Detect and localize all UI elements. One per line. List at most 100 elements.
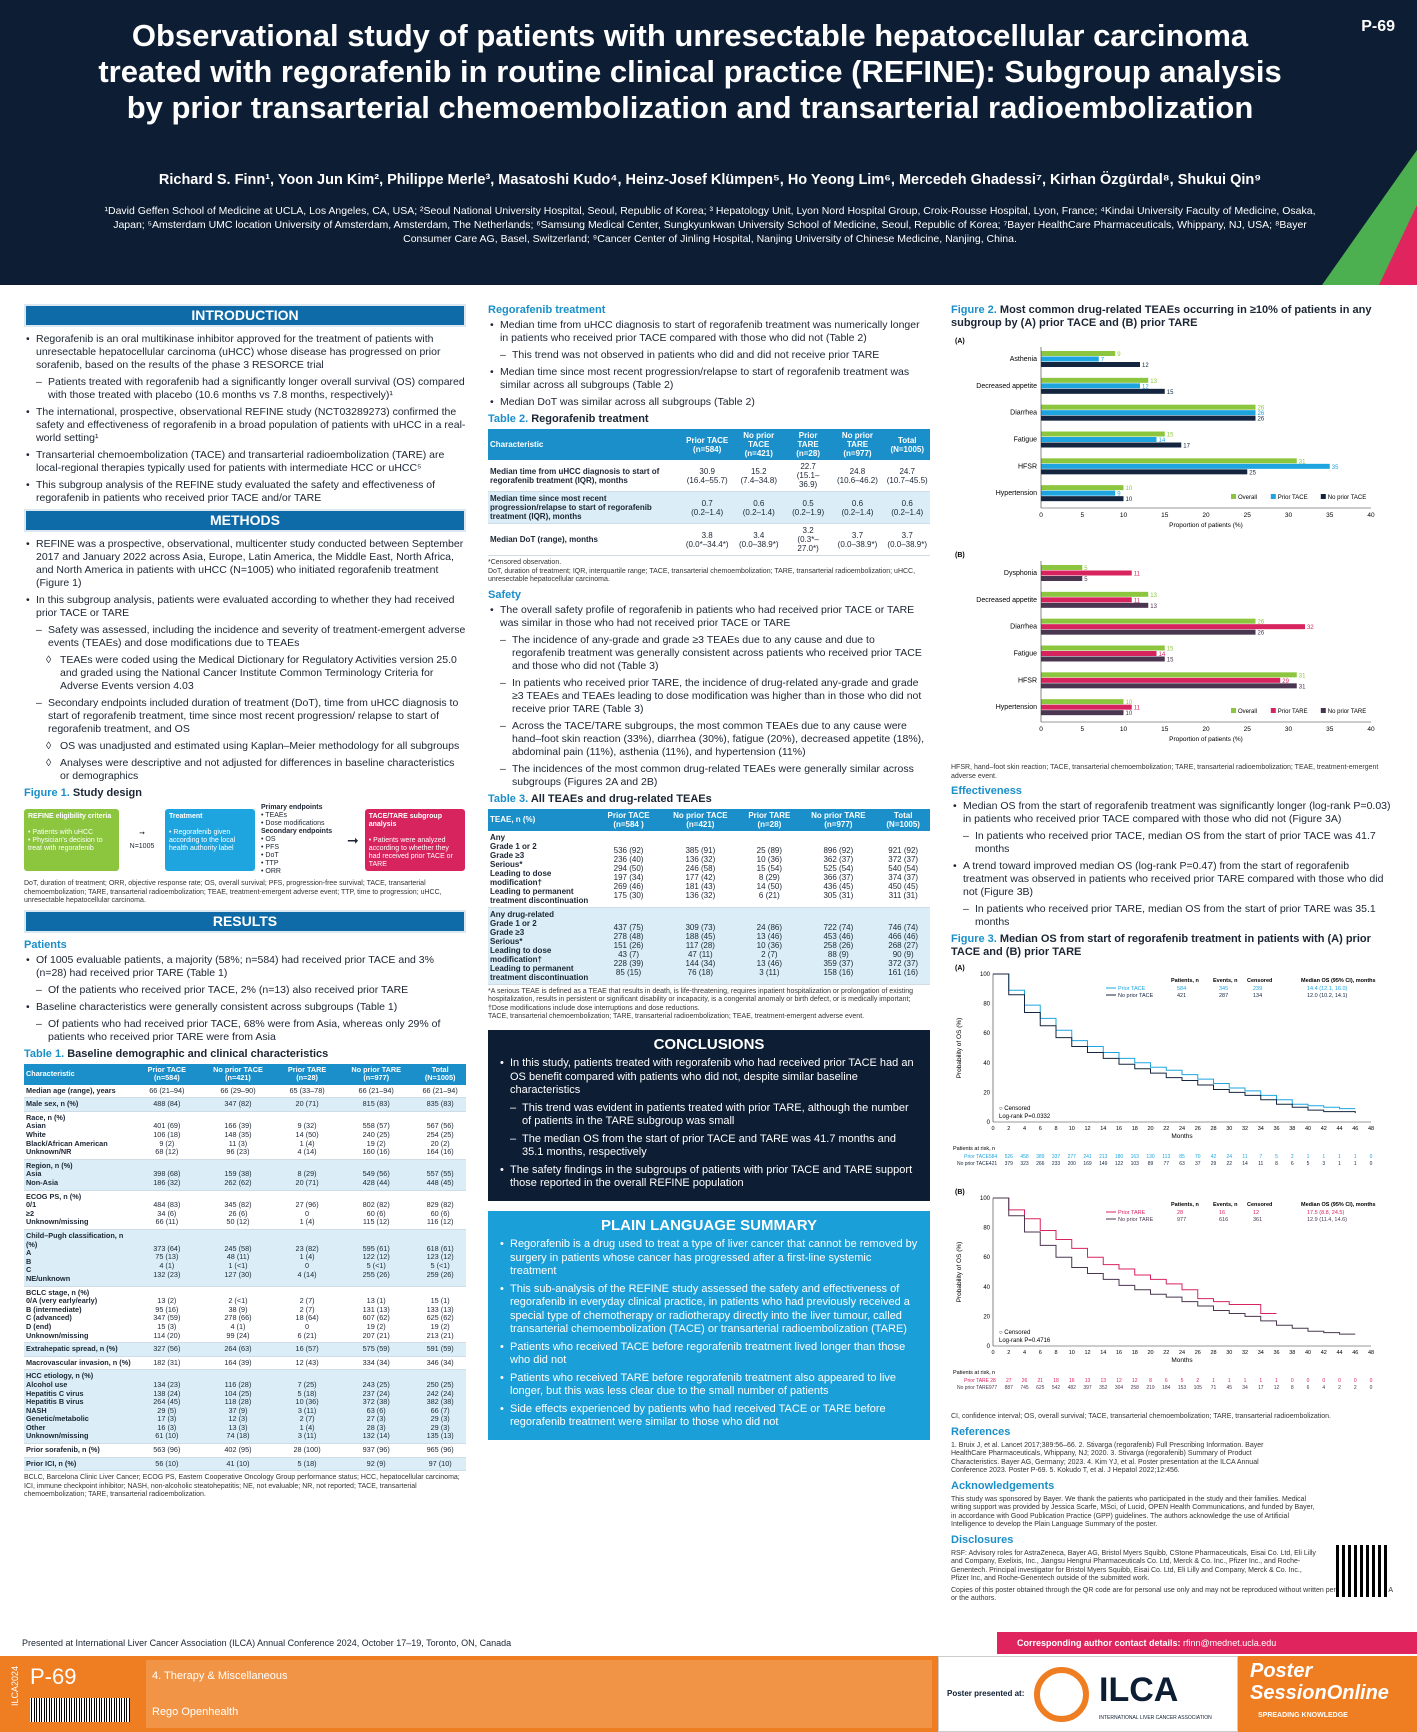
qr-code-icon[interactable]: [1336, 1545, 1388, 1597]
ack-text: This study was sponsored by Bayer. We th…: [951, 1495, 1315, 1529]
rt-bullet: Median time since most recent progressio…: [488, 366, 930, 392]
tick-label: 22: [1163, 1126, 1169, 1132]
table-header: No prior TARE (n=977): [800, 808, 877, 831]
table-cell: Region, n (%) Asia Non-Asia: [24, 1159, 134, 1191]
legend-label: Prior TACE: [1118, 986, 1146, 992]
data-label: 15: [1167, 658, 1174, 664]
category-label: HFSR: [1018, 677, 1037, 684]
tick-label: 32: [1242, 1126, 1248, 1132]
table-cell: 97 (10): [414, 1457, 466, 1472]
data-label: 12: [1142, 363, 1149, 369]
category-label: Asthenia: [1010, 356, 1037, 363]
table-cell: 13 (1) 131 (13) 607 (62) 19 (2) 207 (21): [338, 1286, 415, 1344]
ilca-logo: Poster presented at: ILCA INTERNATIONAL …: [938, 1656, 1238, 1732]
table-header: No prior TACE (n=421): [662, 808, 739, 831]
pls-bullet: Patients who received TARE before regora…: [498, 1372, 920, 1399]
at-risk-count: 18: [1053, 1378, 1059, 1384]
table-cell: 965 (96): [414, 1443, 466, 1458]
km-curve: [993, 973, 1356, 1114]
tick-label: 5: [1080, 726, 1084, 733]
conclusions-bullet: The safety findings in the subgroups of …: [498, 1164, 920, 1191]
sponsor-label: Rego Openhealth: [152, 1706, 239, 1718]
table-cell: 13 (2) 95 (16) 347 (59) 15 (3) 114 (20): [133, 1286, 200, 1344]
table-header: No prior TACE (n=421): [199, 1063, 277, 1085]
legend-value: 977: [1177, 1217, 1186, 1223]
data-label: 15: [1167, 390, 1174, 396]
at-risk-count: 0: [1370, 1378, 1373, 1384]
table-cell: 23 (82) 1 (4) 0 4 (14): [276, 1229, 339, 1287]
tick-label: 10: [1120, 512, 1128, 519]
table-cell: 373 (64) 75 (13) 4 (1) 132 (23): [133, 1229, 200, 1287]
track-label: 4. Therapy & Miscellaneous: [152, 1670, 288, 1682]
table-row: BCLC stage, n (%) 0/A (very early/early)…: [24, 1286, 466, 1344]
legend-value: 14.4 (12.1, 16.0): [1307, 986, 1348, 992]
p-value: Log-rank P=0.4716: [999, 1338, 1051, 1344]
ack-heading: Acknowledgements: [951, 1479, 1055, 1492]
table-cell: 557 (55) 448 (45): [414, 1159, 466, 1191]
tick-label: 2: [1007, 1126, 1010, 1132]
x-axis-label: Months: [1171, 1357, 1193, 1364]
table-header: Characteristic: [488, 429, 683, 460]
conclusions-sub: The median OS from the start of prior TA…: [498, 1133, 920, 1160]
tick-label: 4: [1023, 1126, 1026, 1132]
legend-value: 17.5 (8.8, 24.5): [1307, 1210, 1344, 1216]
tick-label: 0: [987, 1344, 991, 1350]
legend-value: 616: [1219, 1217, 1228, 1223]
table-cell: 116 (28) 104 (25) 118 (28) 37 (9) 12 (3)…: [199, 1369, 277, 1445]
bar: [1041, 591, 1149, 597]
at-risk-count: 1: [1322, 1154, 1325, 1160]
table-cell: 66 (21–94): [414, 1084, 466, 1099]
table-cell: Macrovascular invasion, n (%): [24, 1356, 134, 1371]
contact-bar: Corresponding author contact details: rf…: [997, 1632, 1417, 1654]
at-risk-count: 233: [1052, 1161, 1061, 1167]
tick-label: 46: [1352, 1126, 1358, 1132]
at-risk-series: No prior TARE: [957, 1385, 990, 1391]
table-header: Total (N=1005): [884, 429, 930, 460]
at-risk-count: 2: [1196, 1378, 1199, 1384]
arrow-n: ➞ N=1005: [129, 830, 155, 850]
legend-header: Median OS (95% CI), months: [1301, 978, 1376, 984]
tick-label: 0: [1039, 512, 1043, 519]
table-header: Prior TACE (n=584): [682, 429, 732, 460]
legend-swatch: [1320, 708, 1326, 713]
table-cell: 56 (10): [133, 1457, 200, 1472]
safety-bullet: The overall safety profile of regorafeni…: [488, 604, 930, 630]
table-cell: Median DoT (range), months: [488, 523, 683, 556]
tick-label: 8: [1054, 1126, 1057, 1132]
tick-label: 42: [1321, 1350, 1327, 1356]
at-risk-count: 169: [1083, 1161, 1092, 1167]
tick-label: 48: [1368, 1126, 1374, 1132]
legend-header: Patients, n: [1171, 1202, 1199, 1208]
at-risk-count: 37: [1195, 1161, 1201, 1167]
contact-email[interactable]: rfinn@mednet.ucla.edu: [1183, 1638, 1277, 1648]
tick-label: 35: [1326, 726, 1334, 733]
tick-label: 25: [1244, 726, 1252, 733]
legend-value: 239: [1253, 986, 1262, 992]
table-cell: 22.7 (15.1–36.9): [785, 460, 831, 492]
legend-label: Overall: [1238, 709, 1257, 715]
tick-label: 20: [1147, 1350, 1153, 1356]
at-risk-count: 0: [1338, 1378, 1341, 1384]
bar: [1041, 383, 1140, 389]
bar: [1041, 437, 1157, 442]
at-risk-count: 8: [1149, 1378, 1152, 1384]
table-cell: 28 (100): [276, 1443, 339, 1458]
side-label: ILCA2024: [10, 1666, 20, 1707]
safety-sub: The incidence of any-grade and grade ≥3 …: [488, 634, 930, 673]
poster-code: P-69: [30, 1664, 77, 1689]
tick-label: 20: [1202, 726, 1210, 733]
table-row: Male sex, n (%) 488 (84) 347 (82) 20 (71) 81…: [24, 1097, 466, 1112]
column-2: Regorafenib treatment Median time from u…: [488, 300, 930, 1440]
table-header: No prior TACE (n=421): [731, 429, 786, 460]
table-cell: 0.6 (0.2–1.4): [830, 491, 885, 524]
at-risk-count: 6: [1165, 1378, 1168, 1384]
table-row: Region, n (%) Asia Non-Asia 398 (68) 186…: [24, 1159, 466, 1191]
copyright-text: Copies of this poster obtained through t…: [951, 1586, 1393, 1603]
category-label: Fatigue: [1014, 437, 1037, 444]
at-risk-count: 16: [1069, 1378, 1075, 1384]
at-risk-count: 526: [1005, 1154, 1014, 1160]
legend-label: Prior TARE: [1118, 1210, 1146, 1216]
poster-code-box: ILCA2024 P-69: [8, 1660, 140, 1728]
at-risk-series: No prior TACE: [957, 1161, 990, 1167]
at-risk-count: 89: [1148, 1161, 1154, 1167]
